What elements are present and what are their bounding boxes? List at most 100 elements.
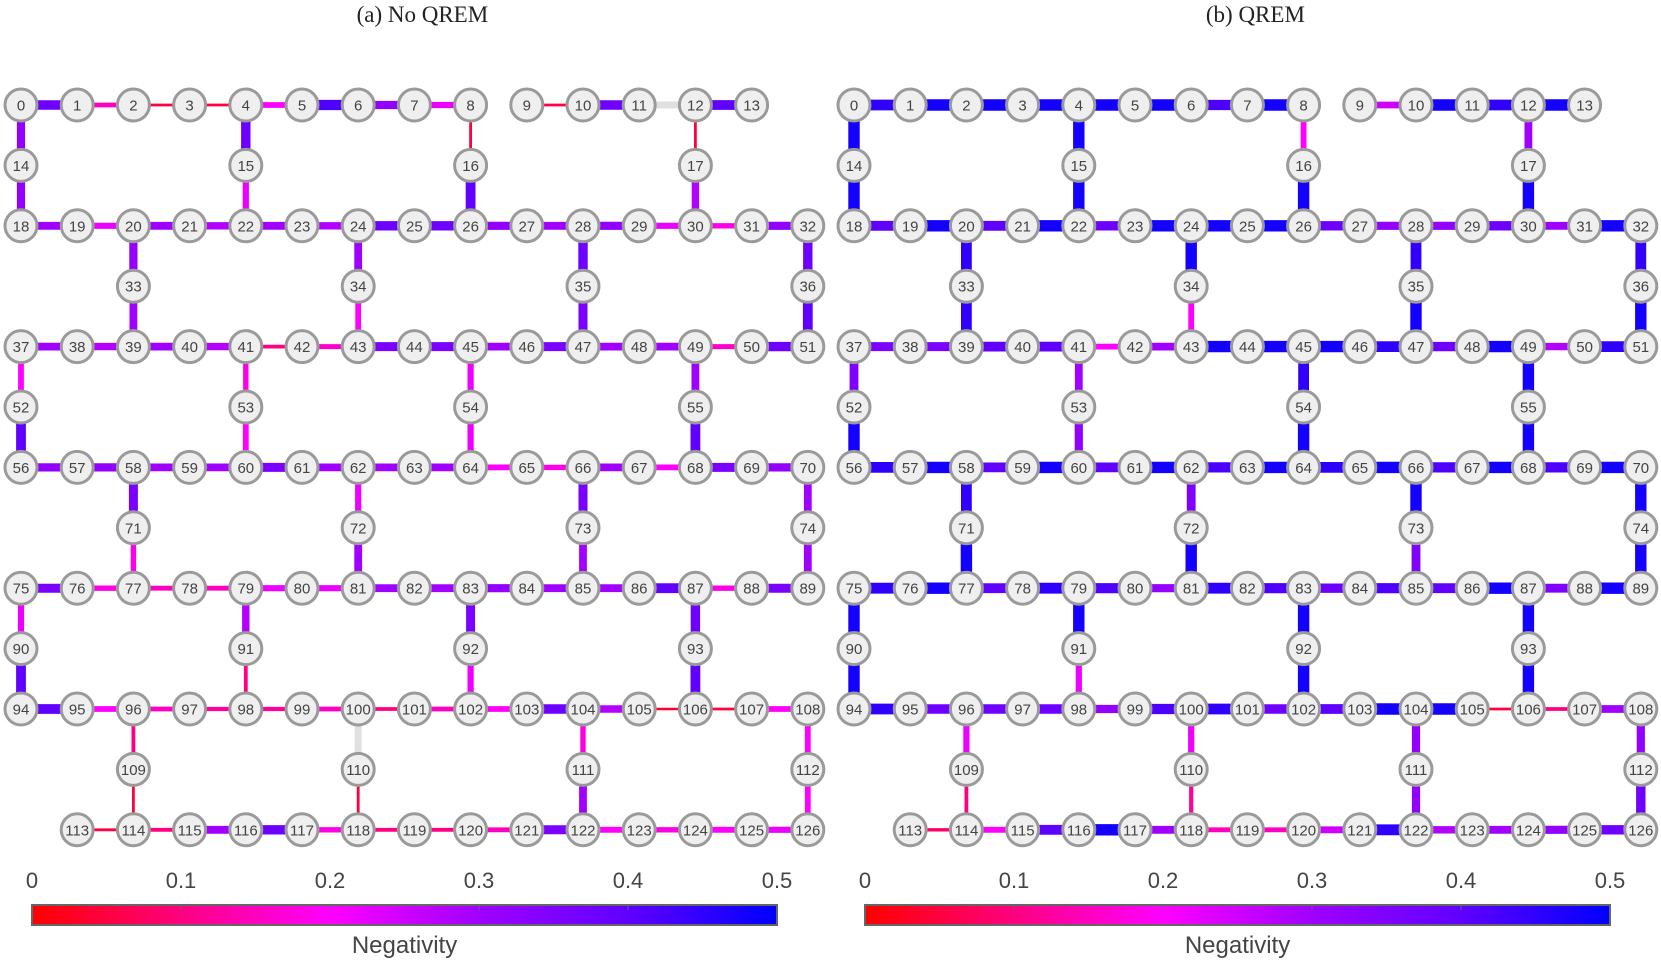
node — [453, 570, 489, 606]
node-label: 73 — [1408, 520, 1425, 537]
node — [1061, 208, 1097, 244]
node — [790, 691, 826, 727]
node — [1286, 87, 1322, 123]
node — [1454, 87, 1490, 123]
colorbar — [864, 904, 1611, 926]
node-label: 37 — [846, 339, 863, 356]
node — [1454, 812, 1490, 848]
node — [1286, 208, 1322, 244]
node — [1117, 449, 1153, 485]
node — [1567, 691, 1603, 727]
node-label: 79 — [237, 581, 254, 598]
node-label: 19 — [902, 218, 919, 235]
node-label: 59 — [181, 460, 198, 477]
node — [453, 631, 489, 667]
node — [1510, 812, 1546, 848]
node-label: 94 — [13, 702, 30, 719]
node-label: 103 — [1347, 702, 1372, 719]
node-label: 47 — [575, 339, 592, 356]
node-label: 95 — [902, 702, 919, 719]
node-label: 78 — [181, 581, 198, 598]
node — [1623, 268, 1659, 304]
node — [340, 510, 376, 546]
node — [1567, 87, 1603, 123]
node-label: 47 — [1408, 339, 1425, 356]
node-label: 20 — [125, 218, 142, 235]
node-label: 77 — [125, 581, 142, 598]
colorbar-tick-label: 0.1 — [999, 868, 1030, 893]
node-label: 9 — [523, 98, 531, 115]
node — [453, 449, 489, 485]
node — [115, 691, 151, 727]
node — [3, 389, 39, 425]
node-label: 42 — [294, 339, 311, 356]
node-label: 82 — [406, 581, 423, 598]
node-label: 63 — [1239, 460, 1256, 477]
node-label: 1 — [73, 98, 81, 115]
node — [892, 87, 928, 123]
node-label: 19 — [69, 218, 86, 235]
node — [115, 449, 151, 485]
node — [115, 570, 151, 606]
node — [228, 87, 264, 123]
node — [677, 208, 713, 244]
node — [1623, 449, 1659, 485]
node-label: 107 — [1572, 702, 1597, 719]
node-label: 63 — [406, 460, 423, 477]
node-label: 60 — [237, 460, 254, 477]
node-label: 93 — [1520, 641, 1537, 658]
node — [1510, 449, 1546, 485]
node — [3, 87, 39, 123]
node-label: 85 — [575, 581, 592, 598]
node — [340, 570, 376, 606]
colorbar-tick-label: 0.2 — [1148, 868, 1179, 893]
node-label: 86 — [1464, 581, 1481, 598]
node-label: 52 — [13, 400, 30, 417]
node — [1623, 691, 1659, 727]
node — [396, 87, 432, 123]
node — [1229, 570, 1265, 606]
node-label: 11 — [1464, 98, 1480, 115]
node-label: 80 — [294, 581, 311, 598]
node — [948, 691, 984, 727]
node-label: 41 — [1070, 339, 1087, 356]
node-label: 80 — [1127, 581, 1144, 598]
node — [1061, 570, 1097, 606]
node-label: 103 — [514, 702, 539, 719]
node-label: 48 — [1464, 339, 1481, 356]
node-label: 90 — [13, 641, 30, 658]
node-label: 11 — [631, 98, 647, 115]
node — [734, 570, 770, 606]
node-label: 3 — [185, 98, 193, 115]
node — [1567, 208, 1603, 244]
node — [734, 87, 770, 123]
node-label: 37 — [13, 339, 30, 356]
node — [1117, 208, 1153, 244]
node — [453, 389, 489, 425]
node — [228, 812, 264, 848]
node — [1173, 449, 1209, 485]
node — [509, 208, 545, 244]
node-label: 40 — [181, 339, 198, 356]
node-label: 33 — [958, 279, 975, 296]
node-label: 29 — [1464, 218, 1481, 235]
node-label: 99 — [294, 702, 311, 719]
node-label: 125 — [1572, 822, 1597, 839]
node-label: 90 — [846, 641, 863, 658]
node — [1567, 812, 1603, 848]
node-label: 5 — [298, 98, 306, 115]
node — [1061, 631, 1097, 667]
node-label: 8 — [1299, 98, 1307, 115]
node — [677, 691, 713, 727]
node — [396, 812, 432, 848]
node-label: 83 — [1295, 581, 1312, 598]
node — [1286, 691, 1322, 727]
node-label: 123 — [1460, 822, 1485, 839]
node — [228, 208, 264, 244]
node — [1454, 329, 1490, 365]
node-label: 94 — [846, 702, 863, 719]
node-label: 99 — [1127, 702, 1144, 719]
node — [1398, 691, 1434, 727]
node-label: 42 — [1127, 339, 1144, 356]
